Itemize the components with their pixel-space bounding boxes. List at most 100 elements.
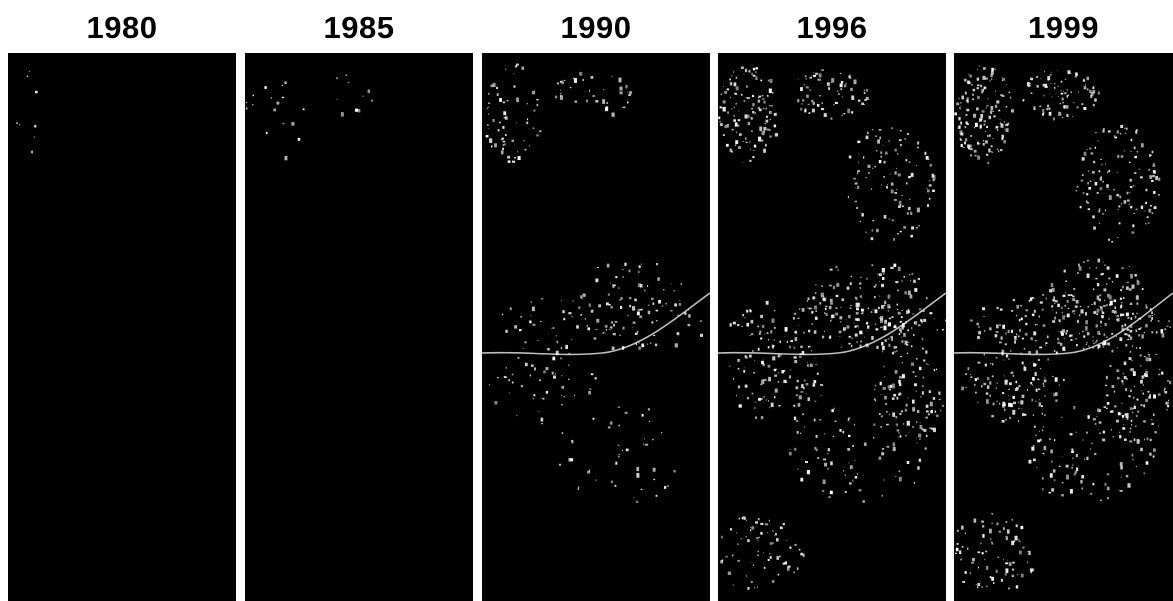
feature-speck — [835, 307, 838, 310]
feature-speck — [700, 333, 703, 337]
feature-speck — [1142, 384, 1145, 386]
feature-speck — [688, 315, 691, 317]
feature-speck — [999, 341, 1002, 344]
feature-speck — [763, 148, 766, 153]
feature-speck — [866, 322, 869, 325]
feature-speck — [763, 552, 765, 553]
feature-speck — [1131, 360, 1133, 361]
feature-speck — [28, 71, 30, 73]
feature-speck — [760, 522, 764, 525]
feature-speck — [624, 411, 628, 414]
feature-speck — [658, 299, 661, 304]
feature-speck — [1082, 79, 1086, 82]
feature-speck — [879, 136, 881, 140]
feature-speck — [674, 343, 678, 348]
feature-speck — [1128, 161, 1131, 164]
feature-speck — [1096, 191, 1099, 194]
feature-speck — [1133, 438, 1136, 442]
feature-speck — [881, 283, 884, 288]
feature-speck — [854, 333, 858, 337]
feature-speck — [656, 320, 658, 322]
feature-speck — [1143, 472, 1145, 475]
feature-speck — [922, 385, 924, 387]
feature-speck — [981, 110, 985, 113]
feature-speck — [1155, 175, 1158, 180]
feature-speck — [924, 151, 927, 155]
feature-speck — [757, 347, 760, 351]
feature-speck — [1080, 480, 1083, 484]
feature-speck — [880, 318, 884, 323]
feature-speck — [1121, 415, 1125, 418]
feature-speck — [1042, 112, 1045, 114]
feature-speck — [878, 456, 882, 460]
feature-speck — [1125, 312, 1129, 317]
feature-speck — [976, 87, 979, 90]
feature-speck — [901, 310, 903, 311]
feature-speck — [1142, 392, 1144, 395]
feature-speck — [1145, 357, 1149, 362]
feature-speck — [968, 73, 970, 75]
feature-speck — [895, 476, 897, 478]
feature-speck — [511, 381, 514, 384]
feature-speck — [771, 91, 774, 94]
feature-speck — [987, 98, 989, 100]
feature-speck — [1143, 420, 1146, 423]
feature-speck — [847, 196, 849, 199]
feature-speck — [1099, 177, 1103, 181]
feature-speck — [773, 112, 777, 116]
feature-speck — [760, 532, 763, 535]
feature-speck — [888, 317, 892, 320]
feature-speck — [784, 379, 787, 383]
feature-speck — [1106, 171, 1109, 174]
feature-speck — [1150, 154, 1153, 156]
feature-speck — [719, 121, 721, 123]
feature-speck — [502, 144, 505, 146]
feature-speck — [1072, 116, 1073, 118]
feature-speck — [1008, 587, 1010, 590]
feature-speck — [1125, 388, 1128, 392]
feature-speck — [533, 90, 535, 92]
feature-speck — [1120, 125, 1124, 128]
feature-speck — [1034, 400, 1037, 402]
feature-speck — [905, 159, 908, 162]
feature-speck — [1106, 407, 1108, 409]
feature-speck — [1063, 269, 1066, 273]
feature-speck — [1111, 385, 1115, 388]
feature-speck — [509, 392, 511, 394]
feature-speck — [921, 337, 924, 341]
feature-speck — [1076, 186, 1079, 188]
panel-1985: 1985 — [245, 0, 473, 601]
feature-speck — [1041, 429, 1044, 431]
feature-speck — [606, 263, 610, 268]
feature-speck — [872, 167, 874, 169]
feature-speck — [963, 78, 967, 82]
feature-speck — [740, 66, 744, 69]
feature-speck — [1040, 78, 1042, 80]
feature-speck — [866, 277, 868, 280]
feature-speck — [844, 474, 846, 476]
feature-speck — [910, 234, 913, 238]
feature-speck — [629, 91, 633, 95]
feature-speck — [559, 80, 562, 83]
feature-speck — [1067, 307, 1070, 310]
feature-speck — [1084, 458, 1086, 460]
feature-speck — [734, 122, 738, 127]
feature-speck — [340, 112, 344, 117]
feature-speck — [532, 398, 534, 400]
feature-speck — [922, 347, 924, 350]
feature-speck — [828, 336, 832, 339]
feature-speck — [753, 67, 755, 70]
feature-speck — [1016, 333, 1018, 336]
feature-speck — [839, 429, 842, 432]
feature-speck — [624, 262, 627, 266]
feature-speck — [1129, 178, 1132, 182]
feature-speck — [999, 324, 1002, 326]
feature-speck — [874, 399, 877, 402]
feature-speck — [805, 75, 807, 78]
feature-speck — [1148, 355, 1151, 357]
feature-speck — [864, 98, 867, 101]
feature-speck — [839, 83, 843, 88]
feature-speck — [371, 99, 373, 102]
feature-speck — [577, 488, 580, 490]
feature-speck — [806, 94, 809, 98]
